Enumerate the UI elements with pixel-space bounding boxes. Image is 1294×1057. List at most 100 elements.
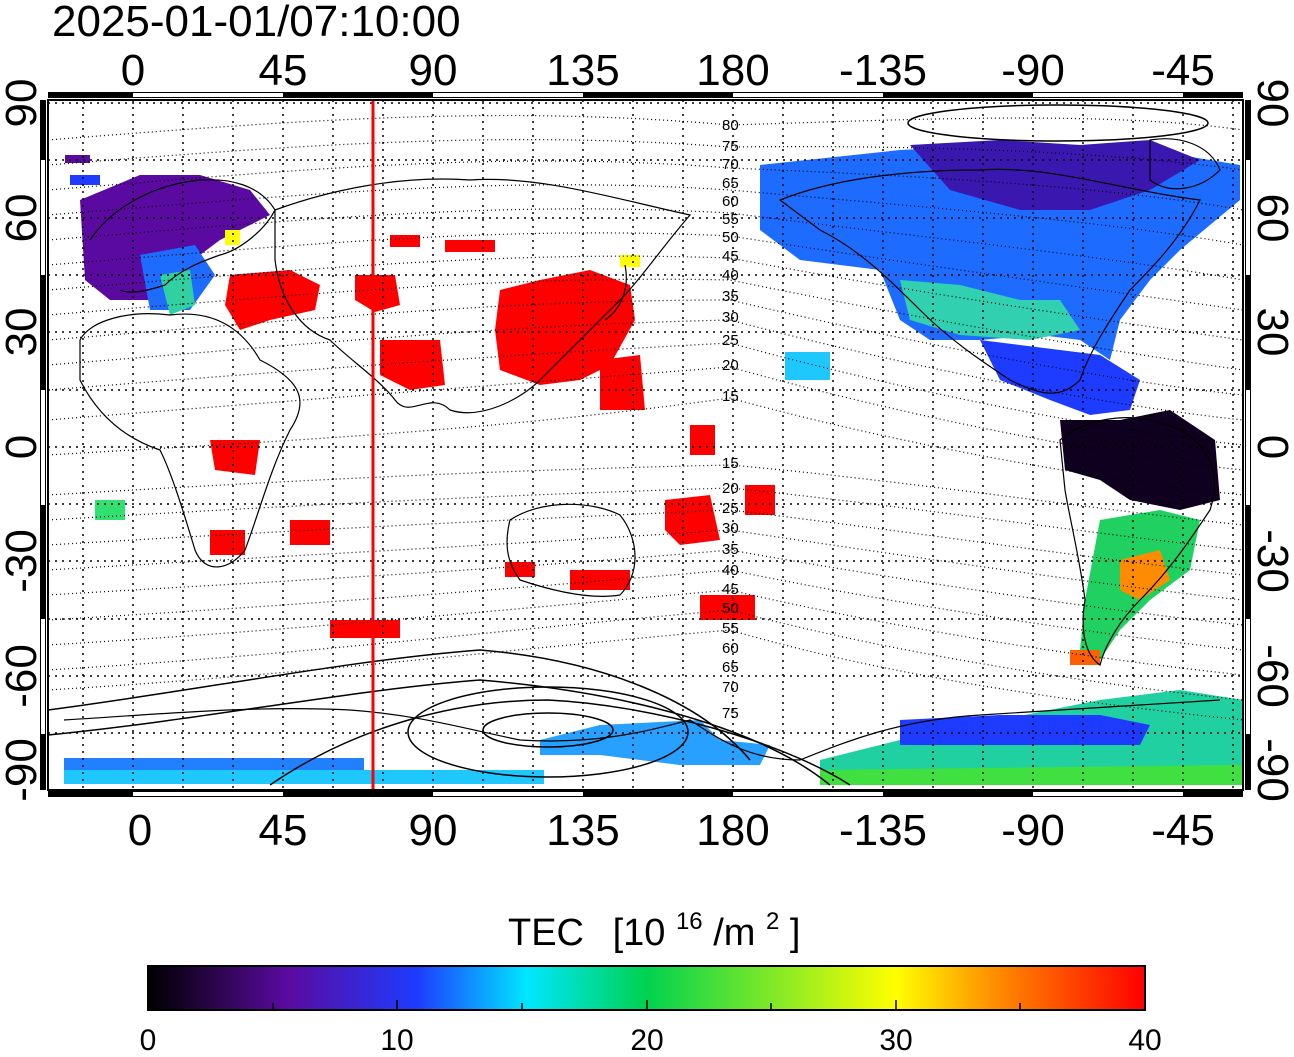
tec-patch-small bbox=[1070, 650, 1100, 665]
lon-tick-label: -135 bbox=[839, 806, 927, 855]
tec-patch-antarctic-pacific bbox=[540, 720, 770, 765]
tec-patch-pacific bbox=[665, 495, 720, 545]
mlat-label: 55 bbox=[722, 211, 739, 228]
lon-tick-label: 180 bbox=[696, 46, 769, 95]
mlat-label: 25 bbox=[722, 500, 739, 517]
mlat-label: 65 bbox=[722, 659, 739, 676]
lon-tick-label: -90 bbox=[1001, 806, 1065, 855]
mlat-label: 55 bbox=[722, 620, 739, 637]
lat-tick-label: -60 bbox=[0, 644, 46, 708]
tec-patch-central-america bbox=[980, 340, 1140, 415]
lon-tick-label: 0 bbox=[121, 46, 145, 95]
lon-tick-label: -45 bbox=[1151, 46, 1215, 95]
tec-patch-small bbox=[95, 500, 125, 520]
coast-europe bbox=[89, 179, 276, 293]
lat-tick-label: 30 bbox=[0, 308, 46, 357]
colorbar-title-unit-mid: /m bbox=[713, 912, 755, 954]
mlat-label: 35 bbox=[722, 541, 739, 558]
lon-tick-label: 180 bbox=[696, 806, 769, 855]
mlat-label: 15 bbox=[722, 388, 739, 405]
tec-patch-small bbox=[445, 240, 495, 252]
mlat-label: 70 bbox=[722, 679, 739, 696]
mlat-label: 60 bbox=[722, 193, 739, 210]
coastlines bbox=[63, 138, 1221, 761]
map-area: 80 75 70 65 60 55 50 45 40 35 30 25 20 1… bbox=[48, 100, 1243, 790]
colorbar-title-unit-exp: 16 bbox=[676, 908, 703, 935]
lat-tick-label: 60 bbox=[0, 194, 46, 243]
colorbar-tick-label: 10 bbox=[380, 1024, 413, 1057]
colorbar-tick-labels: 0 10 20 30 40 bbox=[140, 1024, 1162, 1057]
map-frame bbox=[47, 99, 1244, 791]
lat-tick-label: 30 bbox=[1248, 308, 1294, 357]
tec-patch-small bbox=[210, 530, 245, 555]
tec-patch-small bbox=[290, 520, 330, 545]
lon-tick-label: 90 bbox=[409, 806, 458, 855]
tec-patch-small bbox=[225, 230, 240, 245]
tec-patch-small bbox=[330, 620, 400, 638]
lat-tick-label: 90 bbox=[0, 79, 46, 128]
lat-tick-label: 0 bbox=[0, 435, 46, 459]
lat-tick-label: -30 bbox=[0, 529, 46, 593]
tec-patch-antarctic-green bbox=[820, 765, 1243, 785]
tec-patch-southeast-asia bbox=[600, 355, 645, 410]
tec-patch-small bbox=[65, 155, 90, 163]
lat-tick-label: -60 bbox=[1248, 644, 1294, 708]
tec-patch-small bbox=[700, 595, 755, 620]
lat-tick-label: -90 bbox=[0, 738, 46, 802]
lon-tick-label: -135 bbox=[839, 46, 927, 95]
mlat-label: 15 bbox=[722, 455, 739, 472]
top-longitude-labels: 0 45 90 135 180 -135 -90 -45 bbox=[121, 46, 1215, 95]
colorbar-title-main: TEC bbox=[508, 912, 584, 954]
tec-patch-small bbox=[390, 235, 420, 247]
lon-tick-label: 135 bbox=[546, 806, 619, 855]
tec-patch-antarctic-west-band bbox=[64, 770, 544, 784]
mlat-label: 30 bbox=[722, 309, 739, 326]
colorbar-tick-label: 30 bbox=[879, 1024, 912, 1057]
mlat-label: 40 bbox=[722, 562, 739, 579]
maglat-labels: 80 75 70 65 60 55 50 45 40 35 30 25 20 1… bbox=[722, 117, 739, 722]
tec-patch-central-asia bbox=[355, 275, 400, 312]
mlat-label: 40 bbox=[722, 267, 739, 284]
tec-data-layer bbox=[64, 140, 1243, 785]
mlat-label: 60 bbox=[722, 640, 739, 657]
colorbar-title-unit-exp2: 2 bbox=[766, 908, 779, 935]
lat-tick-label: 90 bbox=[1248, 79, 1294, 128]
tec-patch-africa-east bbox=[210, 440, 260, 475]
tec-patch-east-asia bbox=[495, 270, 635, 385]
mlat-label: 70 bbox=[722, 156, 739, 173]
mlat-label: 50 bbox=[722, 600, 739, 617]
tec-patch-small bbox=[620, 255, 640, 267]
mlat-label: 35 bbox=[722, 288, 739, 305]
tec-patch-small bbox=[505, 562, 535, 577]
tec-patch-usa-green bbox=[900, 280, 1080, 340]
coast-antarctica bbox=[63, 699, 1221, 761]
lat-tick-label: -90 bbox=[1248, 738, 1294, 802]
right-latitude-labels: 90 60 30 0 -30 -60 -90 bbox=[1248, 79, 1294, 802]
tec-patch-europe bbox=[80, 175, 270, 300]
mlat-label: 20 bbox=[722, 480, 739, 497]
mlat-label: 75 bbox=[722, 705, 739, 722]
tec-patch-small bbox=[745, 485, 775, 515]
colorbar-tick-label: 0 bbox=[140, 1024, 157, 1057]
colorbar-ticks bbox=[147, 1000, 1146, 1010]
lon-tick-label: 45 bbox=[259, 806, 308, 855]
mlat-label: 45 bbox=[722, 248, 739, 265]
tec-patch-antarctic-band bbox=[900, 715, 1150, 745]
lon-tick-label: -90 bbox=[1001, 46, 1065, 95]
mlat-label: 30 bbox=[722, 520, 739, 537]
left-latitude-labels: 90 60 30 0 -30 -60 -90 bbox=[0, 79, 46, 802]
lat-tick-label: -30 bbox=[1248, 529, 1294, 593]
colorbar-title: TEC [10 16 /m 2 ] bbox=[508, 896, 800, 954]
bottom-longitude-labels: 0 45 90 135 180 -135 -90 -45 bbox=[128, 806, 1215, 855]
coast-australia bbox=[506, 503, 636, 597]
tec-patch-small bbox=[690, 425, 715, 455]
coast-japan bbox=[604, 264, 627, 321]
lon-tick-label: -45 bbox=[1151, 806, 1215, 855]
lon-tick-label: 90 bbox=[409, 46, 458, 95]
axis-bar-gaps bbox=[41, 93, 1250, 796]
tec-patch-south-america-north bbox=[1060, 410, 1220, 510]
tec-patch-middle-east bbox=[225, 270, 320, 330]
lon-tick-label: 135 bbox=[546, 46, 619, 95]
colorbar-title-unit-prefix: [10 bbox=[613, 912, 666, 954]
